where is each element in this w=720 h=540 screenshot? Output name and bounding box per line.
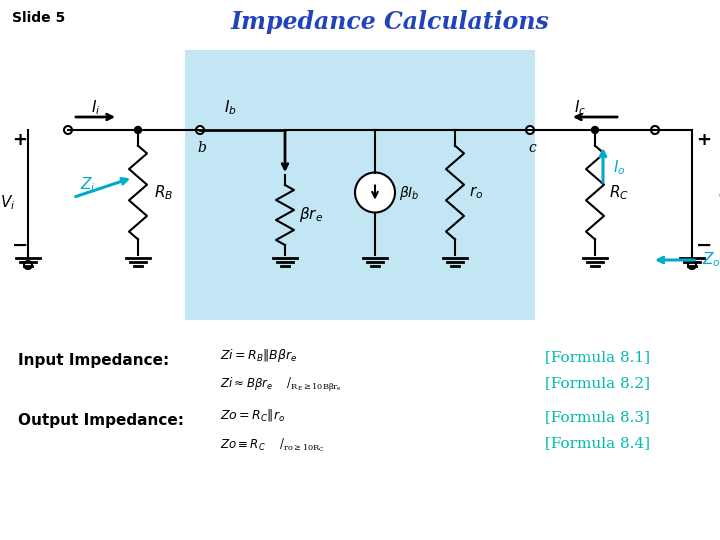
- Text: −: −: [12, 235, 28, 254]
- Text: $Z_o$: $Z_o$: [702, 251, 720, 269]
- Text: $Zi = R_B \| B\beta r_e$: $Zi = R_B \| B\beta r_e$: [220, 347, 297, 363]
- Circle shape: [355, 172, 395, 213]
- Text: b: b: [197, 141, 207, 155]
- Text: $I_c$: $I_c$: [574, 99, 586, 117]
- Circle shape: [196, 126, 204, 134]
- Circle shape: [64, 126, 72, 134]
- Text: $Zo = R_C \| r_o$: $Zo = R_C \| r_o$: [220, 407, 285, 423]
- Circle shape: [24, 261, 32, 269]
- Text: +: +: [696, 131, 711, 149]
- Text: $R_C$: $R_C$: [609, 183, 629, 202]
- Text: [Formula 8.1]: [Formula 8.1]: [545, 350, 650, 364]
- Text: Input Impedance:: Input Impedance:: [18, 353, 169, 368]
- Bar: [185, 50, 535, 320]
- Text: Slide 5: Slide 5: [12, 11, 66, 25]
- Text: Output Impedance:: Output Impedance:: [18, 413, 184, 428]
- Text: $Zo \equiv R_C$    $\mathregular{/_{ro \geq 10R_C}}$: $Zo \equiv R_C$ $\mathregular{/_{ro \geq…: [220, 436, 325, 454]
- Text: −: −: [696, 235, 712, 254]
- Text: $Z_i$: $Z_i$: [80, 175, 96, 194]
- Text: $I_o$: $I_o$: [613, 159, 626, 177]
- Text: Impedance Calculations: Impedance Calculations: [230, 10, 549, 34]
- Text: c: c: [528, 141, 536, 155]
- Text: [Formula 8.3]: [Formula 8.3]: [545, 410, 650, 424]
- Text: [Formula 8.4]: [Formula 8.4]: [545, 436, 650, 450]
- Circle shape: [651, 126, 659, 134]
- Text: $\beta r_e$: $\beta r_e$: [299, 206, 323, 225]
- Text: $I_i$: $I_i$: [91, 99, 101, 117]
- Text: $Zi \approx B\beta r_e$    $\mathregular{/_{R_E \geq 10B\beta r_e}}$: $Zi \approx B\beta r_e$ $\mathregular{/_…: [220, 376, 342, 394]
- Text: $R_B$: $R_B$: [154, 183, 174, 202]
- Circle shape: [135, 126, 142, 133]
- Text: $I_b$: $I_b$: [224, 99, 236, 117]
- Text: +: +: [12, 131, 27, 149]
- Text: $r_o$: $r_o$: [469, 184, 483, 201]
- Circle shape: [592, 126, 598, 133]
- Text: $\beta I_b$: $\beta I_b$: [399, 184, 420, 201]
- Circle shape: [526, 126, 534, 134]
- Text: $V_i$: $V_i$: [0, 193, 16, 212]
- Text: $V_o$: $V_o$: [717, 192, 720, 213]
- Circle shape: [688, 261, 696, 269]
- Text: [Formula 8.2]: [Formula 8.2]: [545, 376, 650, 390]
